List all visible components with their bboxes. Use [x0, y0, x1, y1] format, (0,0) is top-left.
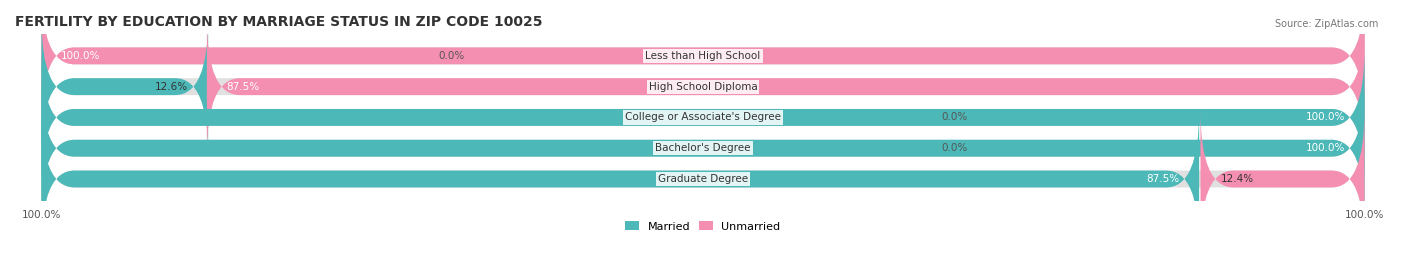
- FancyBboxPatch shape: [41, 111, 1365, 247]
- Text: 12.4%: 12.4%: [1220, 174, 1253, 184]
- Text: 87.5%: 87.5%: [1146, 174, 1180, 184]
- FancyBboxPatch shape: [41, 49, 1365, 186]
- Text: FERTILITY BY EDUCATION BY MARRIAGE STATUS IN ZIP CODE 10025: FERTILITY BY EDUCATION BY MARRIAGE STATU…: [15, 15, 543, 29]
- Text: 0.0%: 0.0%: [941, 143, 967, 153]
- Text: 0.0%: 0.0%: [439, 51, 465, 61]
- Text: Source: ZipAtlas.com: Source: ZipAtlas.com: [1274, 19, 1378, 29]
- FancyBboxPatch shape: [41, 0, 1365, 124]
- Text: 12.6%: 12.6%: [155, 82, 188, 92]
- FancyBboxPatch shape: [41, 111, 1199, 247]
- FancyBboxPatch shape: [41, 18, 1365, 155]
- FancyBboxPatch shape: [41, 18, 208, 155]
- Text: 87.5%: 87.5%: [226, 82, 260, 92]
- Legend: Married, Unmarried: Married, Unmarried: [626, 221, 780, 232]
- Text: College or Associate's Degree: College or Associate's Degree: [626, 112, 780, 122]
- Text: 0.0%: 0.0%: [941, 112, 967, 122]
- FancyBboxPatch shape: [207, 18, 1365, 155]
- Text: 100.0%: 100.0%: [1305, 143, 1344, 153]
- Text: Less than High School: Less than High School: [645, 51, 761, 61]
- Text: High School Diploma: High School Diploma: [648, 82, 758, 92]
- FancyBboxPatch shape: [1201, 111, 1365, 247]
- Text: 100.0%: 100.0%: [62, 51, 101, 61]
- FancyBboxPatch shape: [41, 49, 1365, 186]
- Text: 100.0%: 100.0%: [1305, 112, 1344, 122]
- Text: Graduate Degree: Graduate Degree: [658, 174, 748, 184]
- FancyBboxPatch shape: [41, 0, 1365, 124]
- FancyBboxPatch shape: [41, 80, 1365, 217]
- Text: Bachelor's Degree: Bachelor's Degree: [655, 143, 751, 153]
- FancyBboxPatch shape: [41, 80, 1365, 217]
